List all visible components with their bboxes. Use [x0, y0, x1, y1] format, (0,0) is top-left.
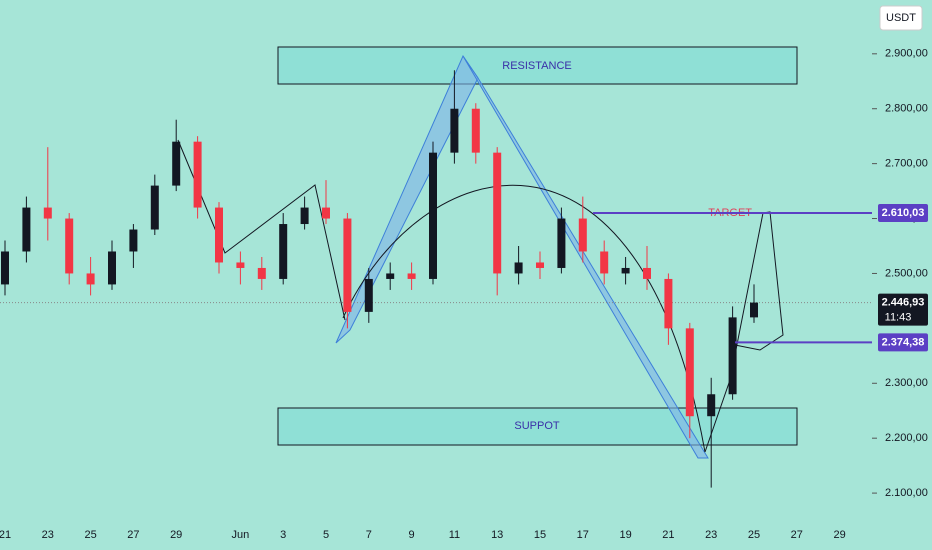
candle-body [65, 218, 74, 274]
price-label-box [878, 293, 928, 326]
candle-body [279, 224, 288, 279]
x-tick-label: 23 [42, 529, 54, 541]
x-tick-label: 23 [705, 529, 717, 541]
flag-channel [462, 55, 709, 459]
candle-body [43, 207, 52, 219]
candle-body [750, 302, 758, 318]
support-label: SUPPOT [514, 420, 560, 432]
resistance-zone [277, 46, 798, 85]
resistance-label: RESISTANCE [502, 60, 571, 72]
candle-body [578, 218, 587, 252]
candle-body [108, 251, 116, 285]
price-label: 2.446,93 [882, 297, 925, 309]
candle-body [471, 108, 480, 153]
candle-body [322, 207, 330, 219]
candle-body [685, 328, 694, 417]
candle-body [707, 394, 716, 417]
candle-body [150, 185, 159, 230]
x-tick-label: 15 [534, 529, 546, 541]
y-tick-label: 2.300,00 [885, 377, 928, 389]
candle-body [257, 267, 266, 279]
candle-body [86, 273, 95, 285]
x-tick-label: Jun [232, 529, 250, 541]
candle-body [22, 207, 31, 252]
candle-body [514, 262, 523, 274]
x-tick-label: 25 [748, 529, 760, 541]
candle-body [386, 273, 395, 279]
candle-body [621, 267, 630, 274]
y-tick-label: 2.900,00 [885, 48, 928, 60]
y-tick-label: 2.700,00 [885, 158, 928, 170]
candle-body [664, 278, 673, 329]
x-tick-label: 25 [84, 529, 96, 541]
candle-body [450, 108, 459, 153]
candle-body [407, 273, 416, 279]
x-tick-label: 13 [491, 529, 503, 541]
candle-body [300, 207, 309, 225]
x-tick-label: 5 [323, 529, 329, 541]
x-tick-label: 27 [791, 529, 803, 541]
price-label: 2.374,38 [882, 336, 925, 348]
candle-body [600, 251, 609, 274]
candle-body [343, 218, 352, 312]
price-label: 2.610,03 [882, 207, 925, 219]
candle-body [172, 141, 181, 186]
currency-label: USDT [886, 12, 916, 24]
y-tick-label: 2.200,00 [885, 432, 928, 444]
candle-body [364, 278, 373, 312]
x-tick-label: 29 [833, 529, 845, 541]
candle-body [236, 262, 245, 268]
y-tick-label: 2.500,00 [885, 267, 928, 279]
candle-body [129, 229, 138, 252]
candle-body [193, 141, 202, 208]
candle-body [536, 262, 544, 268]
x-tick-label: 11 [449, 529, 460, 541]
price-label-box [878, 204, 928, 223]
candle-body [728, 317, 737, 395]
price-label-box [878, 333, 928, 352]
x-tick-label: 21 [662, 529, 674, 541]
x-tick-label: 27 [127, 529, 139, 541]
candle-body [429, 152, 437, 279]
x-tick-label: 21 [0, 529, 11, 541]
x-tick-label: 9 [409, 529, 415, 541]
currency-box [879, 5, 923, 31]
y-tick-label: 2.800,00 [885, 103, 928, 115]
x-tick-label: 29 [170, 529, 182, 541]
candle-body [1, 251, 9, 285]
x-tick-label: 3 [280, 529, 286, 541]
candle-body [557, 218, 566, 268]
y-tick-label: 2.100,00 [885, 487, 928, 499]
x-tick-label: 7 [366, 529, 372, 541]
candle-body [643, 267, 651, 279]
x-tick-label: 17 [577, 529, 589, 541]
countdown: 11:43 [885, 312, 912, 324]
candle-body [493, 152, 502, 274]
x-tick-label: 19 [619, 529, 631, 541]
candle-body [215, 207, 223, 263]
